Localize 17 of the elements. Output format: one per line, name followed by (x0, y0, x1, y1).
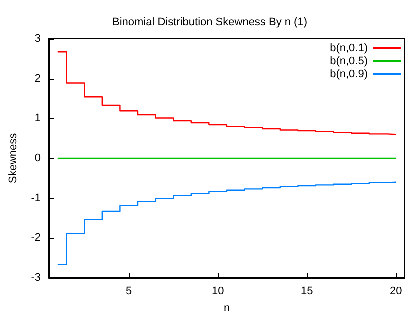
x-tick-label: 5 (126, 286, 132, 298)
chart-title: Binomial Distribution Skewness By n (1) (112, 16, 308, 28)
x-tick-label: 10 (212, 286, 224, 298)
y-tick-label: -2 (31, 232, 41, 244)
x-tick-label: 20 (390, 286, 402, 298)
x-axis-title: n (224, 302, 230, 314)
y-axis-title: Skewness (8, 132, 20, 184)
legend-label: b(n,0.1) (330, 42, 368, 54)
x-tick-label: 15 (300, 286, 314, 298)
y-tick-label: 0 (34, 152, 41, 164)
y-tick-label: 3 (34, 33, 41, 45)
y-tick-label: 2 (34, 72, 41, 85)
legend-label: b(n,0.5) (330, 56, 368, 68)
y-tick-label: -1 (31, 192, 41, 204)
y-tick-label: 1 (34, 112, 41, 125)
legend-label: b(n,0.9) (330, 68, 368, 80)
y-tick-label: -3 (31, 272, 41, 284)
